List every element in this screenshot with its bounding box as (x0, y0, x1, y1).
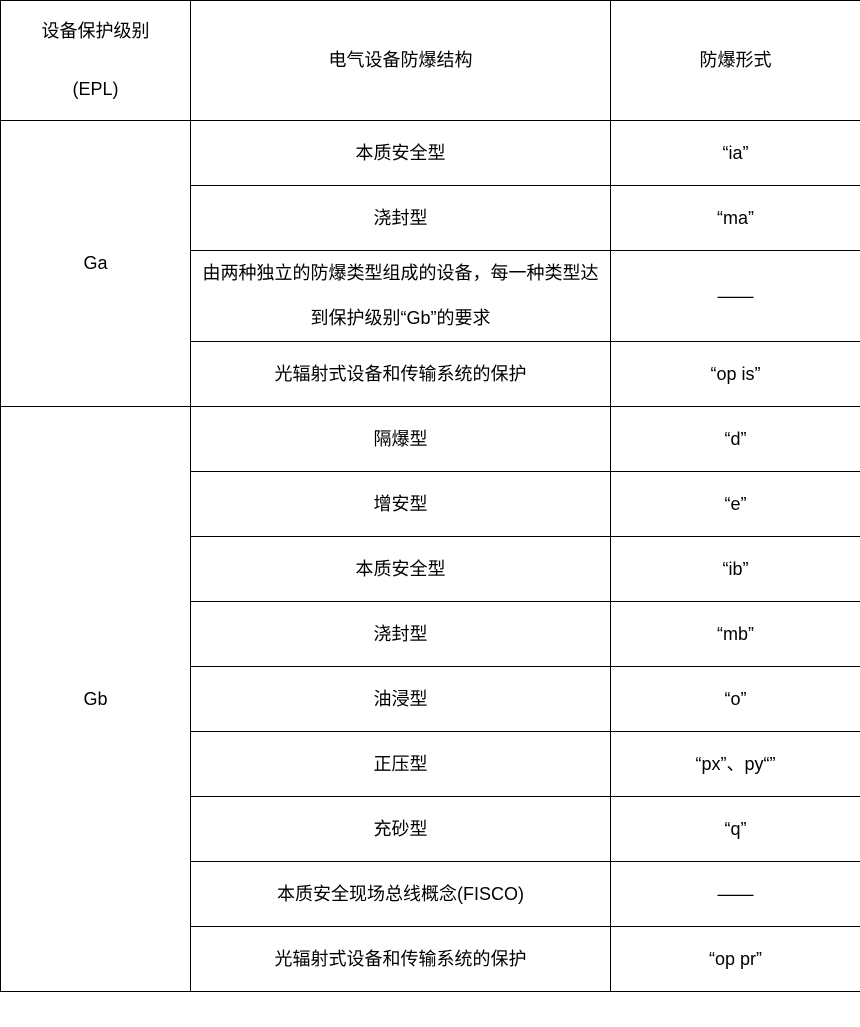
epl-cell: Gb (1, 407, 191, 992)
structure-cell: 油浸型 (191, 667, 611, 732)
structure-cell: 本质安全现场总线概念(FISCO) (191, 862, 611, 927)
form-cell: “ia” (611, 121, 860, 186)
form-cell: “op is” (611, 342, 860, 407)
structure-cell: 本质安全型 (191, 121, 611, 186)
structure-cell: 本质安全型 (191, 537, 611, 602)
form-cell: “d” (611, 407, 860, 472)
structure-cell: 光辐射式设备和传输系统的保护 (191, 927, 611, 992)
header-epl-line1: 设备保护级别 (9, 3, 182, 61)
structure-cell: 正压型 (191, 732, 611, 797)
form-cell: —— (611, 251, 860, 342)
epl-cell: Ga (1, 121, 191, 407)
structure-cell: 隔爆型 (191, 407, 611, 472)
structure-cell: 光辐射式设备和传输系统的保护 (191, 342, 611, 407)
form-cell: “px”、py“” (611, 732, 860, 797)
epl-table: 设备保护级别 (EPL) 电气设备防爆结构 防爆形式 Ga本质安全型“ia”浇封… (0, 0, 860, 992)
form-cell: —— (611, 862, 860, 927)
form-cell: “o” (611, 667, 860, 732)
structure-cell: 充砂型 (191, 797, 611, 862)
header-form: 防爆形式 (611, 1, 860, 121)
form-cell: “ib” (611, 537, 860, 602)
form-cell: “mb” (611, 602, 860, 667)
header-epl: 设备保护级别 (EPL) (1, 1, 191, 121)
header-epl-line2: (EPL) (9, 61, 182, 119)
structure-cell: 由两种独立的防爆类型组成的设备，每一种类型达到保护级别“Gb”的要求 (191, 251, 611, 342)
structure-cell: 浇封型 (191, 602, 611, 667)
table-header-row: 设备保护级别 (EPL) 电气设备防爆结构 防爆形式 (1, 1, 860, 121)
form-cell: “e” (611, 472, 860, 537)
header-structure: 电气设备防爆结构 (191, 1, 611, 121)
form-cell: “ma” (611, 186, 860, 251)
table-row: Ga本质安全型“ia” (1, 121, 860, 186)
structure-cell: 增安型 (191, 472, 611, 537)
structure-cell: 浇封型 (191, 186, 611, 251)
table-body: Ga本质安全型“ia”浇封型“ma”由两种独立的防爆类型组成的设备，每一种类型达… (1, 121, 860, 992)
form-cell: “op pr” (611, 927, 860, 992)
table-row: Gb隔爆型“d” (1, 407, 860, 472)
form-cell: “q” (611, 797, 860, 862)
